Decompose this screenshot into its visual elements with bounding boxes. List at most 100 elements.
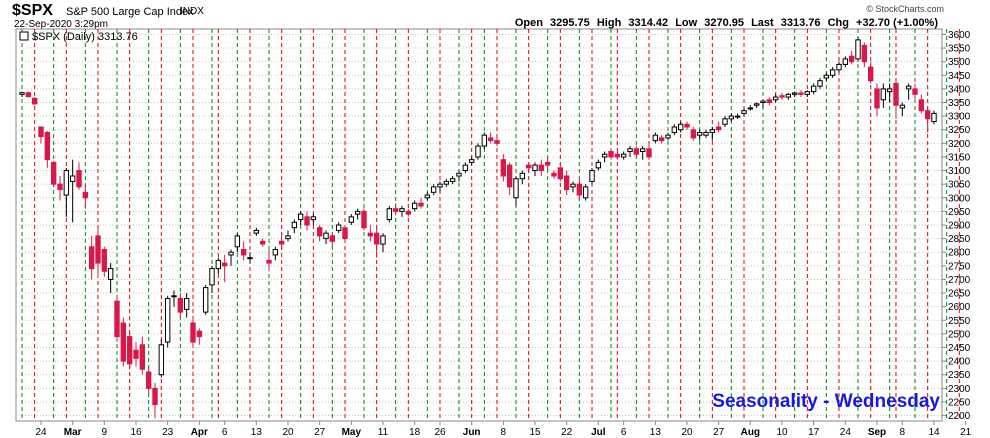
low-label: Low (675, 17, 698, 29)
x-tick-label: Mar (64, 427, 82, 438)
x-tick-label: 9 (102, 427, 108, 438)
candle-body (373, 232, 380, 245)
candle-body (69, 175, 76, 182)
candle-body (715, 126, 722, 131)
candle-body (240, 249, 247, 256)
legend-text: $SPX (Daily) 3313.76 (32, 31, 138, 43)
candle-body (164, 298, 171, 343)
candle-body (614, 153, 621, 158)
y-tick-label: 3000 (948, 193, 971, 204)
candle-body (361, 210, 367, 229)
candle-body (785, 93, 792, 98)
candle-body (810, 85, 817, 93)
candle-body (449, 178, 456, 182)
candle-body (633, 148, 640, 155)
candle-body (589, 170, 595, 182)
candle-body (342, 227, 348, 240)
y-tick-label: 3500 (948, 57, 971, 68)
candle-body (63, 170, 70, 196)
x-tick-label: 6 (621, 427, 627, 438)
last-label: Last (751, 17, 774, 29)
candle-body (31, 97, 38, 105)
stockcharts-brand[interactable]: © StockCharts.com (866, 4, 944, 14)
candle-body (202, 287, 209, 313)
candle-body (829, 69, 836, 76)
candle-body (462, 164, 469, 172)
candle-body (798, 92, 804, 95)
candle-body (323, 232, 329, 240)
candle-body (551, 172, 557, 177)
candle-body (278, 240, 285, 245)
candle-body (234, 235, 241, 248)
candle-body (766, 99, 773, 104)
y-tick-label: 3150 (948, 152, 971, 163)
candle-body (665, 134, 671, 139)
candle-body (120, 322, 127, 362)
candle-body (215, 259, 222, 270)
seasonality-annotation: Seasonality - Wednesday (712, 391, 940, 412)
x-tick-label: 11 (378, 427, 389, 438)
y-tick-label: 3550 (948, 44, 971, 55)
candle-body (690, 129, 697, 139)
last-value: 3313.76 (780, 17, 821, 29)
candle-body (500, 159, 507, 177)
candle-body (753, 103, 760, 106)
candle-body (354, 210, 361, 215)
candle-body (196, 330, 203, 338)
candle-body (570, 183, 576, 188)
candle-body (880, 88, 887, 101)
high-label: High (596, 17, 622, 29)
candle-body (158, 344, 165, 376)
y-tick-label: 2300 (948, 384, 971, 395)
candle-body (82, 191, 89, 199)
candle-body (671, 126, 678, 133)
candle-body (259, 240, 266, 245)
candle-body (684, 123, 690, 128)
candle-body (494, 140, 500, 144)
candle-body (418, 202, 424, 207)
x-tick-label: 10 (776, 427, 788, 438)
candle-body (709, 129, 716, 133)
candle-body (44, 131, 51, 161)
candle-body (95, 235, 101, 264)
candle-body (253, 229, 260, 234)
candle-body (836, 63, 842, 71)
candle-body (576, 183, 583, 196)
candle-body (646, 148, 652, 158)
x-tick-label: Aug (741, 427, 760, 438)
candle-body (899, 104, 906, 109)
candle-body (779, 95, 785, 98)
y-tick-label: 3300 (948, 112, 971, 123)
candle-body (177, 298, 184, 313)
y-tick-label: 2800 (948, 248, 971, 259)
candle-body (519, 172, 526, 180)
x-tick-label: 26 (434, 427, 446, 438)
y-tick-label: 2750 (948, 261, 971, 272)
candle-body (139, 344, 146, 370)
candle-body (468, 159, 475, 163)
x-tick-label: Sep (868, 427, 886, 438)
candle-body (88, 246, 95, 270)
candle-body (741, 110, 747, 114)
x-tick-label: 20 (282, 427, 294, 438)
y-tick-label: 3400 (948, 84, 971, 95)
candle-body (209, 268, 215, 286)
x-tick-label: 16 (130, 427, 142, 438)
candle-body (392, 208, 399, 212)
candle-body (399, 208, 405, 212)
candle-body (772, 96, 779, 101)
candle-body (76, 170, 82, 188)
x-tick-label: Apr (191, 427, 208, 438)
x-tick-label: 23 (162, 427, 174, 438)
y-tick-label: 3450 (948, 71, 971, 82)
y-tick-label: 2700 (948, 275, 971, 286)
candle-body (722, 118, 728, 125)
candle-body (291, 221, 298, 229)
candle-body (817, 80, 823, 87)
candle-body (760, 100, 766, 103)
candle-body (823, 74, 830, 79)
y-tick-label: 3050 (948, 180, 971, 191)
candle-body (563, 175, 570, 191)
candle-body (430, 186, 437, 193)
